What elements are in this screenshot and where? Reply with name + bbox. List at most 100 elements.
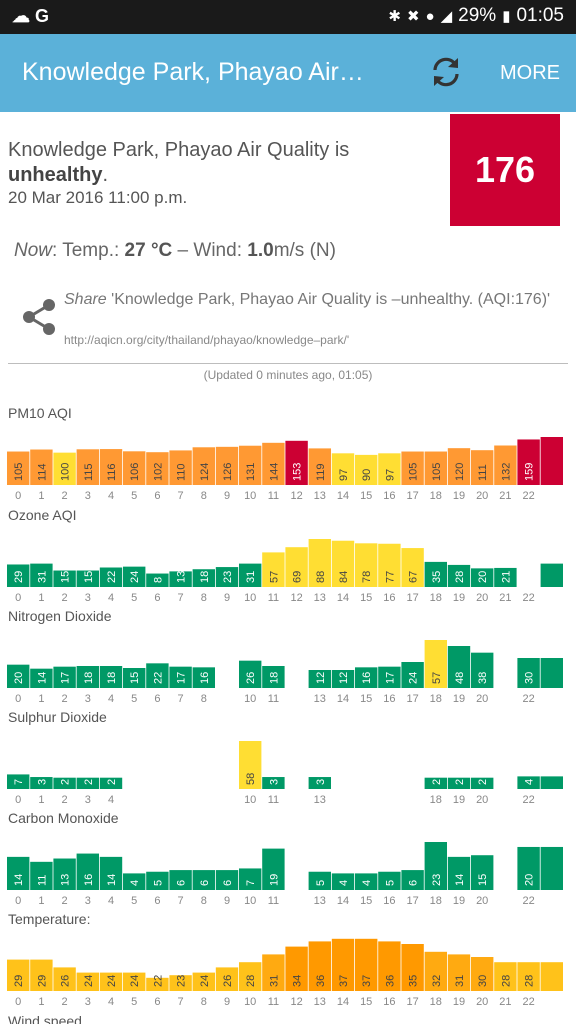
hour-tick-0: 0 (15, 794, 21, 806)
bar-label-h12: 34 (292, 975, 304, 987)
bar-h23 (540, 776, 563, 789)
bar-h23 (540, 563, 563, 587)
bar-h16 (378, 543, 401, 587)
hour-tick-1: 1 (38, 895, 44, 907)
hour-tick-0: 0 (15, 592, 21, 604)
bar-h15 (355, 543, 378, 587)
bar-label-h1: 3 (36, 779, 48, 785)
hour-tick-17: 17 (406, 490, 418, 502)
bar-label-h10: 31 (245, 571, 257, 583)
bar-label-h6: 102 (152, 463, 164, 481)
hour-tick-22: 22 (522, 794, 534, 806)
hour-tick-4: 4 (108, 996, 114, 1008)
bar-h23 (540, 437, 563, 485)
share-icon[interactable] (20, 298, 58, 336)
bar-h0 (7, 856, 30, 890)
bar-label-h12: 153 (292, 463, 304, 481)
wind-value: 1.0 (247, 240, 274, 261)
chart-temperature-plot: 29 0 29 1 26 2 24 3 24 4 24 5 22 6 23 7 24 8 26 9 28 10 31 11 34… (7, 938, 563, 1008)
bar-label-h20: 30 (477, 975, 489, 987)
hour-tick-21: 21 (499, 490, 511, 502)
bar-h14 (331, 670, 355, 688)
hour-tick-5: 5 (131, 490, 137, 502)
bar-h4 (99, 856, 123, 890)
bar-label-h14: 12 (338, 672, 350, 684)
bar-label-h16: 77 (384, 571, 396, 583)
status-word: unhealthy (8, 164, 103, 186)
bar-label-h14: 97 (338, 469, 350, 481)
wind-label: – Wind: (172, 240, 248, 261)
bar-h20 (471, 855, 494, 890)
bar-h6 (146, 452, 169, 485)
bar-h13 (308, 670, 331, 688)
bar-h3 (76, 666, 99, 688)
bar-label-h17: 35 (408, 975, 420, 987)
bar-h7 (169, 666, 192, 688)
bar-label-h5: 4 (129, 880, 141, 886)
hour-tick-10: 10 (244, 895, 256, 907)
hour-tick-14: 14 (337, 895, 349, 907)
headline-prefix: Knowledge Park, Phayao Air Quality is (8, 139, 350, 161)
hour-tick-1: 1 (38, 490, 44, 502)
hour-tick-12: 12 (290, 490, 302, 502)
hour-tick-11: 11 (268, 490, 279, 502)
bar-label-h11: 19 (268, 874, 280, 886)
bar-h3 (76, 777, 99, 789)
bar-h8 (192, 667, 215, 688)
current-conditions: Now: Temp.: 27 °C – Wind: 1.0m/s (N) (14, 240, 336, 262)
bar-h11 (262, 552, 285, 587)
bar-h10 (239, 563, 262, 587)
now-label: Now (14, 240, 53, 261)
hour-tick-5: 5 (131, 996, 137, 1008)
bar-label-h10: 28 (245, 975, 257, 987)
refresh-icon[interactable] (428, 54, 464, 90)
hour-tick-22: 22 (522, 996, 534, 1008)
hour-tick-0: 0 (15, 490, 21, 502)
bar-h1 (30, 449, 53, 485)
hour-tick-0: 0 (15, 895, 21, 907)
bar-label-h17: 24 (408, 672, 420, 684)
bar-h3 (76, 449, 99, 485)
bar-label-h15: 90 (361, 469, 373, 481)
bar-label-h2: 13 (60, 874, 72, 886)
bar-h7 (169, 870, 192, 890)
bar-label-h5: 15 (129, 672, 141, 684)
bar-h21 (494, 962, 517, 991)
bar-h0 (7, 959, 30, 991)
hour-tick-18: 18 (430, 592, 442, 604)
hour-tick-1: 1 (38, 996, 44, 1008)
bar-h1 (30, 861, 53, 890)
bar-label-h3: 18 (83, 672, 95, 684)
bar-h0 (7, 664, 30, 688)
bar-label-h13: 88 (315, 571, 327, 583)
bar-label-h9: 6 (222, 880, 234, 886)
more-button[interactable]: MORE (500, 62, 560, 84)
hour-tick-7: 7 (178, 490, 184, 502)
bar-h10 (239, 868, 262, 890)
bar-label-h2: 17 (60, 672, 72, 684)
bar-h17 (401, 548, 424, 587)
next-section-title: Wind speed (8, 1013, 82, 1024)
bar-h18 (424, 640, 447, 688)
share-url[interactable]: http://aqicn.org/city/thailand/phayao/kn… (64, 333, 350, 347)
hour-tick-20: 20 (476, 490, 488, 502)
bar-label-h22: 20 (524, 874, 536, 886)
bar-h17 (401, 662, 424, 688)
bar-h17 (401, 870, 424, 890)
hour-tick-1: 1 (38, 592, 44, 604)
bar-label-h20: 111 (477, 464, 489, 481)
share-link[interactable]: Share 'Knowledge Park, Phayao Air Qualit… (64, 290, 564, 310)
bar-label-h4: 14 (106, 874, 118, 886)
bar-h0 (7, 774, 30, 789)
bar-h1 (30, 777, 53, 789)
hour-tick-2: 2 (62, 996, 68, 1008)
bar-h1 (30, 668, 53, 688)
bar-label-h13: 5 (315, 880, 327, 886)
bar-h5 (123, 668, 146, 688)
mute-icon: ✖ (406, 8, 420, 25)
bar-label-h14: 84 (338, 571, 350, 583)
bar-label-h13: 3 (315, 779, 327, 785)
bar-label-h14: 4 (338, 880, 350, 886)
temp-value: 27 (124, 240, 146, 261)
bar-h0 (7, 451, 30, 485)
